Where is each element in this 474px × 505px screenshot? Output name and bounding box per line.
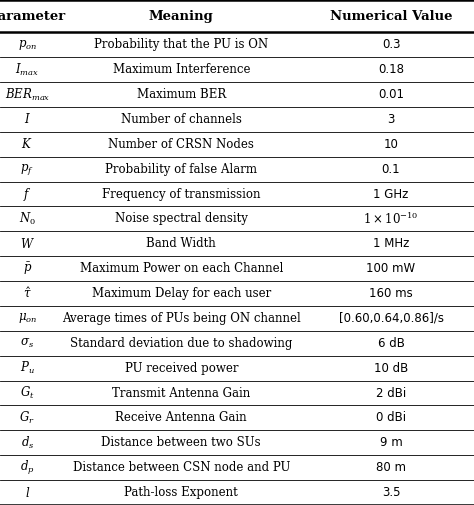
Text: $\mu_{on}$: $\mu_{on}$ [18, 312, 37, 325]
Text: Frequency of transmission: Frequency of transmission [102, 187, 261, 200]
Text: Number of channels: Number of channels [121, 113, 242, 126]
Text: Transmit Antenna Gain: Transmit Antenna Gain [112, 386, 250, 399]
Text: Parameter: Parameter [0, 10, 66, 23]
Text: 10: 10 [383, 138, 399, 151]
Text: $N_0$: $N_0$ [18, 211, 36, 227]
Text: Distance between two SUs: Distance between two SUs [101, 436, 261, 449]
Text: $d_p$: $d_p$ [20, 459, 35, 477]
Text: 3.5: 3.5 [382, 486, 401, 499]
Text: Probability that the PU is ON: Probability that the PU is ON [94, 38, 268, 52]
Text: Path-loss Exponent: Path-loss Exponent [125, 486, 238, 499]
Text: Distance between CSN node and PU: Distance between CSN node and PU [73, 461, 290, 474]
Text: 80 m: 80 m [376, 461, 406, 474]
Text: 0 dBi: 0 dBi [376, 412, 406, 424]
Text: Meaning: Meaning [149, 10, 214, 23]
Text: Receive Antenna Gain: Receive Antenna Gain [116, 412, 247, 424]
Text: 1 MHz: 1 MHz [373, 237, 409, 250]
Text: Standard deviation due to shadowing: Standard deviation due to shadowing [70, 337, 292, 350]
Text: $G_r$: $G_r$ [19, 410, 35, 426]
Text: 3: 3 [387, 113, 395, 126]
Text: Maximum Interference: Maximum Interference [112, 63, 250, 76]
Text: Number of CRSN Nodes: Number of CRSN Nodes [109, 138, 254, 151]
Text: Band Width: Band Width [146, 237, 216, 250]
Text: 1 GHz: 1 GHz [374, 187, 409, 200]
Text: $\sigma_s$: $\sigma_s$ [20, 337, 34, 350]
Text: 100 mW: 100 mW [366, 262, 416, 275]
Text: Maximum Power on each Channel: Maximum Power on each Channel [80, 262, 283, 275]
Text: $P_u$: $P_u$ [20, 360, 35, 376]
Text: $I_{max}$: $I_{max}$ [15, 62, 39, 78]
Text: $G_t$: $G_t$ [20, 385, 35, 401]
Text: $\bar{p}$: $\bar{p}$ [23, 261, 32, 277]
Text: [0.60,0.64,0.86]/s: [0.60,0.64,0.86]/s [338, 312, 444, 325]
Text: Probability of false Alarm: Probability of false Alarm [105, 163, 257, 176]
Text: 160 ms: 160 ms [369, 287, 413, 300]
Text: Maximum Delay for each user: Maximum Delay for each user [91, 287, 271, 300]
Text: 0.1: 0.1 [382, 163, 401, 176]
Text: Average times of PUs being ON channel: Average times of PUs being ON channel [62, 312, 301, 325]
Text: 9 m: 9 m [380, 436, 402, 449]
Text: PU received power: PU received power [125, 362, 238, 375]
Text: $1 \times 10^{-10}$: $1 \times 10^{-10}$ [363, 211, 419, 227]
Text: $K$: $K$ [21, 137, 33, 152]
Text: Numerical Value: Numerical Value [330, 10, 452, 23]
Text: $p_f$: $p_f$ [20, 162, 34, 177]
Text: $W$: $W$ [20, 237, 35, 251]
Text: $p_{on}$: $p_{on}$ [18, 38, 37, 52]
Text: 0.3: 0.3 [382, 38, 401, 52]
Text: 2 dBi: 2 dBi [376, 386, 406, 399]
Text: $f$: $f$ [23, 185, 32, 203]
Text: 0.01: 0.01 [378, 88, 404, 101]
Text: $l$: $l$ [25, 486, 30, 499]
Text: $d_s$: $d_s$ [20, 435, 34, 451]
Text: $I$: $I$ [24, 113, 31, 126]
Text: $BER_{max}$: $BER_{max}$ [5, 86, 50, 103]
Text: Noise spectral density: Noise spectral density [115, 213, 248, 225]
Text: $\hat{\tau}$: $\hat{\tau}$ [23, 286, 32, 301]
Text: 10 dB: 10 dB [374, 362, 408, 375]
Text: 6 dB: 6 dB [378, 337, 404, 350]
Text: 0.18: 0.18 [378, 63, 404, 76]
Text: Maximum BER: Maximum BER [137, 88, 226, 101]
